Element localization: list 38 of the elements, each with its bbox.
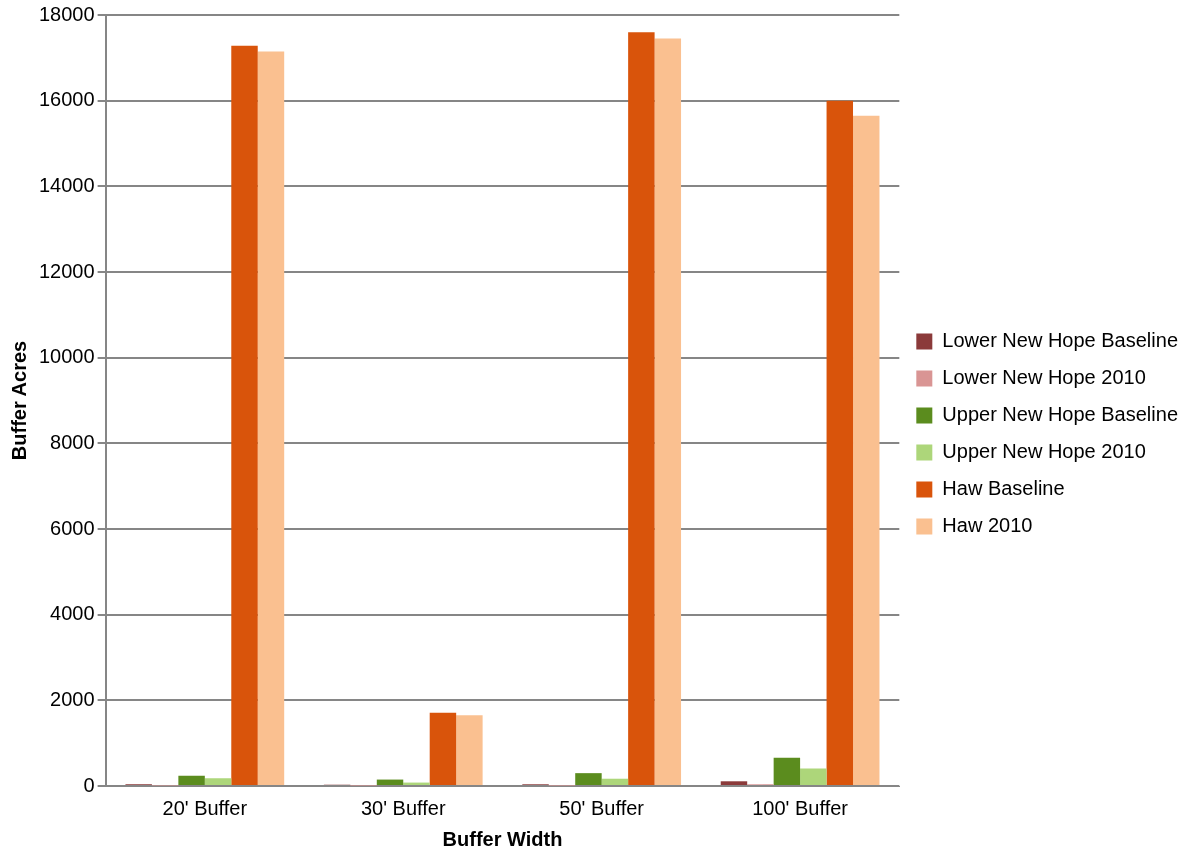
x-axis-title: Buffer Width (442, 827, 563, 850)
bar (601, 778, 629, 785)
y-axis-title: Buffer Acres (7, 340, 30, 461)
y-tick-label: 16000 (38, 88, 95, 111)
y-tick-label: 4000 (50, 602, 95, 625)
bar (853, 115, 880, 785)
bar (826, 100, 854, 785)
y-tick-label: 0 (83, 773, 95, 796)
legend-label: Upper New Hope Baseline (942, 403, 1178, 426)
bar (773, 757, 801, 785)
bar (654, 38, 682, 785)
bar (575, 773, 602, 785)
x-tick-label: 30' Buffer (360, 796, 446, 819)
y-tick-label: 18000 (38, 2, 95, 25)
x-tick-label: 20' Buffer (162, 796, 248, 819)
bar (800, 768, 827, 785)
legend-label: Lower New Hope 2010 (942, 366, 1146, 389)
bar (231, 45, 258, 785)
bar (720, 781, 748, 785)
y-tick-label: 8000 (50, 430, 95, 453)
bar (257, 51, 285, 785)
y-tick-label: 10000 (38, 345, 95, 368)
x-tick-label: 100' Buffer (752, 796, 849, 819)
bar (429, 712, 457, 785)
bar (178, 775, 205, 785)
y-tick-label: 12000 (38, 259, 95, 282)
bar (456, 715, 483, 785)
bar (376, 779, 404, 785)
bar (628, 32, 655, 785)
legend-label: Haw 2010 (942, 514, 1033, 537)
y-tick-label: 2000 (50, 687, 95, 710)
legend-label: Haw Baseline (942, 477, 1065, 500)
legend-label: Lower New Hope Baseline (942, 329, 1178, 352)
legend-label: Upper New Hope 2010 (942, 440, 1146, 463)
x-tick-label: 50' Buffer (559, 796, 645, 819)
bar (204, 778, 232, 785)
y-tick-label: 6000 (50, 516, 95, 539)
y-tick-label: 14000 (38, 173, 95, 196)
